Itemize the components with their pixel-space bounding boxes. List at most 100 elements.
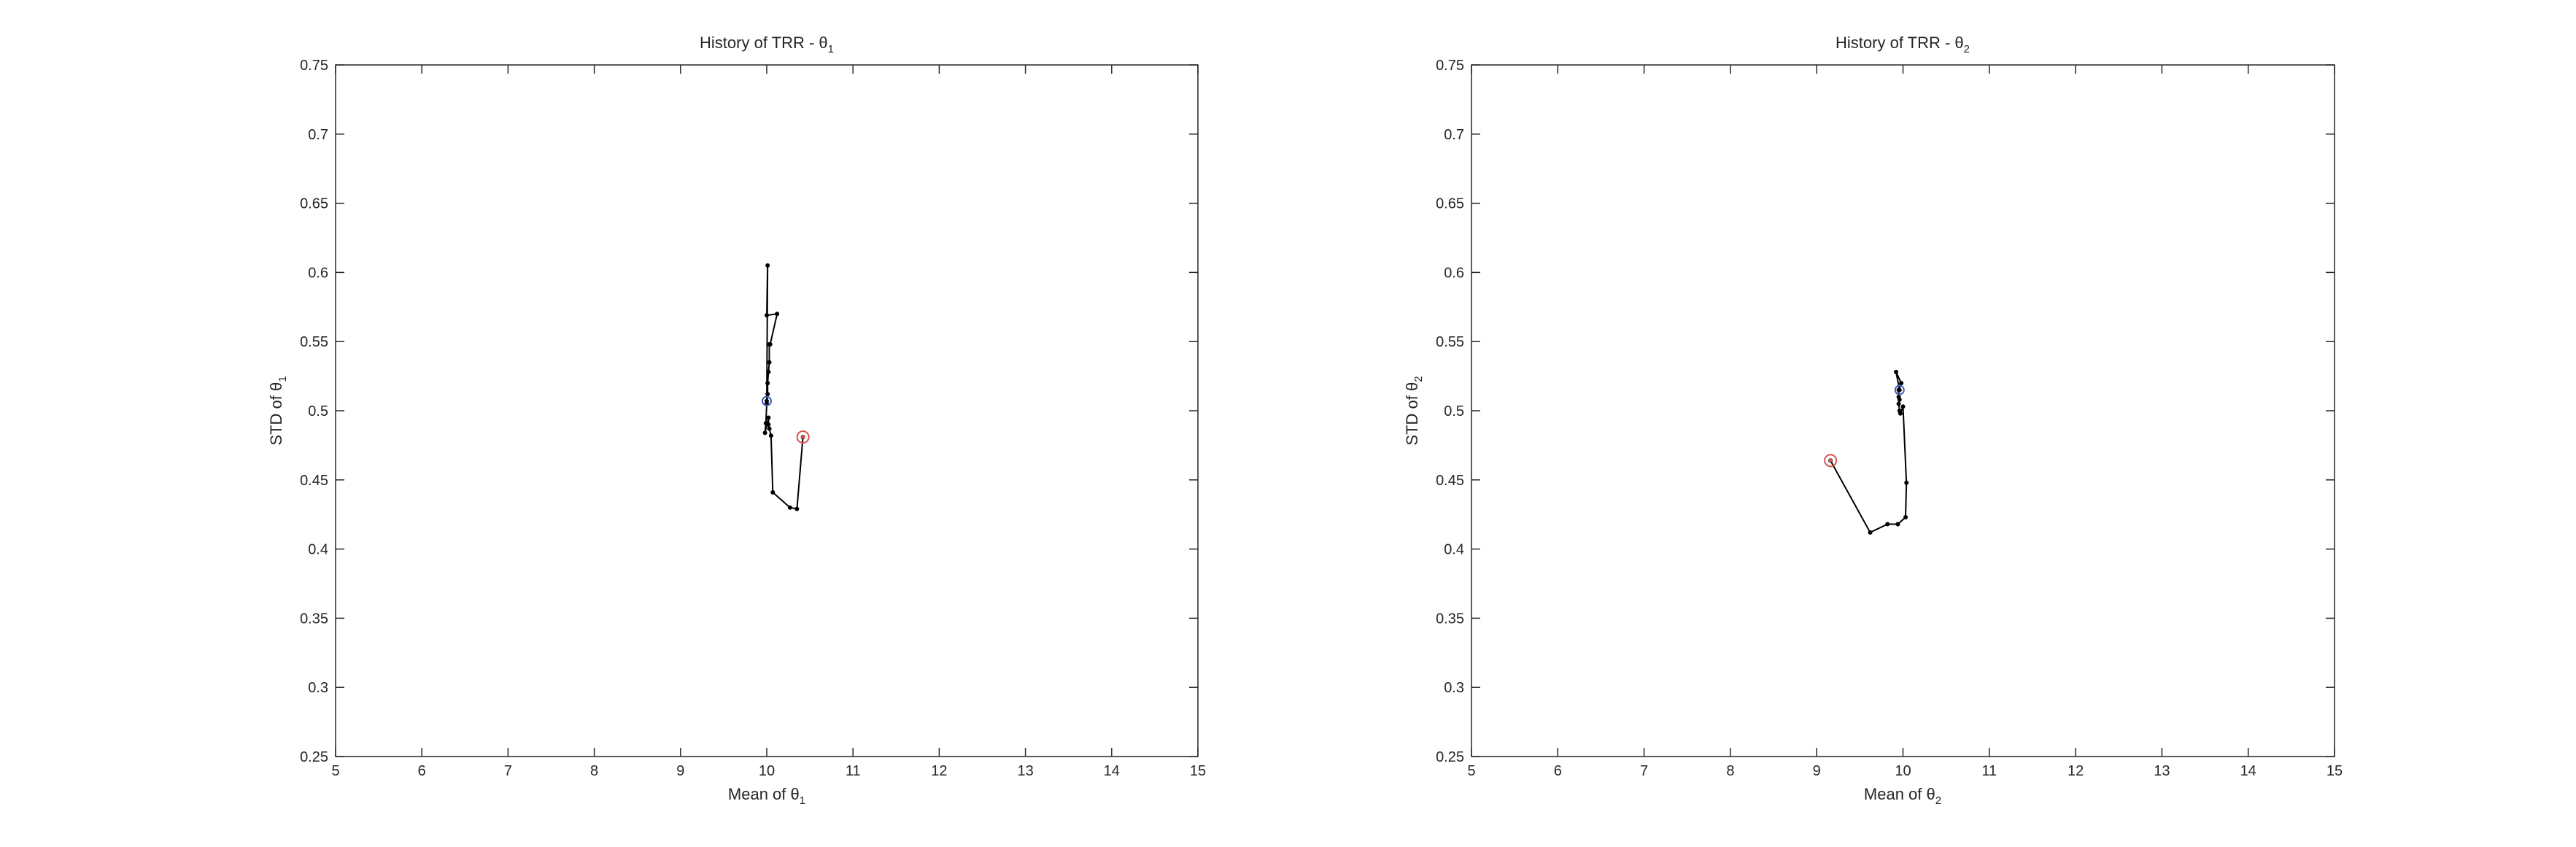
chart-1-x-ticks: 5 6 7 8 9 10 11 12 13 14 15 xyxy=(331,65,1206,779)
chart-1-data-point xyxy=(768,433,773,438)
chart-2-x-ticks: 5 6 7 8 9 10 11 12 13 14 15 xyxy=(1467,65,2343,779)
chart-1-data-point xyxy=(787,505,792,510)
chart-2-trace xyxy=(1824,369,1909,535)
chart-1-data-point xyxy=(767,341,773,347)
chart-1-title: History of TRR - θ1 xyxy=(700,34,834,55)
chart-1-x-axis-label: Mean of θ1 xyxy=(728,785,805,807)
chart-1-data-point xyxy=(765,392,770,397)
chart-2-title: History of TRR - θ2 xyxy=(1836,34,1970,55)
chart-1-title-subscript: 1 xyxy=(828,43,834,55)
chart-2-y-axis-label: STD of θ2 xyxy=(1403,376,1425,445)
chart-1-data-point xyxy=(767,426,772,431)
chart-2-x-tick-label: 6 xyxy=(1554,763,1562,779)
chart-2-y-tick-label: 0.65 xyxy=(1436,196,1464,212)
chart-1-data-point xyxy=(763,421,768,426)
chart-1-y-tick-label: 0.4 xyxy=(308,542,328,558)
chart-2-data-point xyxy=(1903,514,1908,519)
chart-2-y-tick-label: 0.4 xyxy=(1444,542,1464,558)
chart-2-y-tick-label: 0.5 xyxy=(1444,403,1464,419)
chart-1-data-point xyxy=(765,313,769,318)
chart-2-y-tick-label: 0.45 xyxy=(1436,473,1464,489)
chart-1-y-axis-label-subscript: 1 xyxy=(276,376,289,382)
chart-2-y-axis-label-text: STD of θ xyxy=(1403,382,1421,446)
chart-1-y-tick-label: 0.65 xyxy=(300,196,328,212)
chart-1-x-axis-label-text: Mean of θ xyxy=(728,785,800,803)
chart-2-x-tick-label: 5 xyxy=(1467,763,1475,779)
chart-1-data-point xyxy=(770,490,775,495)
chart-2-data-point xyxy=(1897,387,1902,392)
chart-1-x-tick-label: 5 xyxy=(331,763,339,779)
chart-1-y-tick-label: 0.45 xyxy=(300,473,328,489)
chart-1-title-text: History of TRR - θ xyxy=(700,34,828,52)
chart-1-y-tick-label: 0.25 xyxy=(300,749,328,765)
chart-2-data-point xyxy=(1904,480,1909,485)
chart-2-data-point xyxy=(1895,522,1900,527)
chart-1-x-tick-label: 10 xyxy=(759,763,775,779)
chart-2-title-text: History of TRR - θ xyxy=(1836,34,1964,52)
chart-2-y-tick-label: 0.7 xyxy=(1444,127,1464,143)
chart-2-x-axis-label: Mean of θ2 xyxy=(1864,785,1941,807)
chart-1-y-tick-label: 0.35 xyxy=(300,611,328,627)
chart-2-data-point xyxy=(1897,409,1902,413)
chart-1-data-point xyxy=(775,312,780,317)
chart-2-x-tick-label: 10 xyxy=(1895,763,1911,779)
chart-1-y-tick-label: 0.55 xyxy=(300,334,328,350)
chart-2-data-point xyxy=(1896,395,1901,400)
chart-2-data-point xyxy=(1894,369,1899,374)
chart-1-x-tick-label: 8 xyxy=(590,763,598,779)
chart-1: 5 6 7 8 9 10 11 12 13 14 15 0.250.30.350.40.450.50… xyxy=(267,34,1206,807)
chart-1-data-point xyxy=(767,360,772,365)
chart-2-x-axis-label-text: Mean of θ xyxy=(1864,785,1935,803)
chart-2-data-point xyxy=(1896,401,1901,406)
chart-1-data-point xyxy=(765,398,769,403)
chart-1-data-point xyxy=(794,506,800,511)
chart-1-x-tick-label: 11 xyxy=(846,763,861,779)
chart-2-x-tick-label: 13 xyxy=(2154,763,2170,779)
chart-2-x-axis-label-subscript: 2 xyxy=(1935,794,1941,807)
chart-1-y-tick-label: 0.7 xyxy=(308,127,328,143)
chart-1-y-tick-label: 0.3 xyxy=(308,680,328,696)
chart-1-data-point xyxy=(765,381,770,386)
chart-2-x-tick-label: 9 xyxy=(1813,763,1821,779)
chart-2: 5 6 7 8 9 10 11 12 13 14 15 0.250.30.350.40.450.50… xyxy=(1403,34,2343,807)
chart-2-x-tick-label: 11 xyxy=(1981,763,1997,779)
chart-1-x-tick-label: 7 xyxy=(504,763,512,779)
chart-2-data-point xyxy=(1900,404,1906,409)
chart-2-data-point xyxy=(1885,522,1890,527)
chart-2-start-marker-dot xyxy=(1828,458,1833,463)
chart-1-data-point xyxy=(766,369,771,374)
chart-1-start-marker xyxy=(796,430,810,444)
chart-2-end-marker xyxy=(1894,384,1905,395)
chart-1-start-marker-dot xyxy=(801,435,805,439)
chart-1-y-tick-label: 0.75 xyxy=(300,58,328,74)
chart-1-y-tick-label: 0.5 xyxy=(308,403,328,419)
chart-2-y-ticks: 0.25 0.3 0.35 0.4 0.45 0.5 0.55 0.6 0.65 0.7 0.75 xyxy=(1436,58,2335,765)
chart-1-x-tick-label: 15 xyxy=(1190,763,1206,779)
chart-2-y-axis-label-subscript: 2 xyxy=(1412,376,1425,382)
chart-2-start-marker xyxy=(1824,454,1838,468)
chart-1-y-tick-label: 0.6 xyxy=(308,265,328,281)
chart-1-y-axis-label: STD of θ1 xyxy=(267,376,289,445)
chart-1-y-axis-label-text: STD of θ xyxy=(267,382,285,446)
chart-2-title-subscript: 2 xyxy=(1964,43,1970,55)
chart-1-end-marker xyxy=(762,395,772,406)
chart-1-x-tick-label: 13 xyxy=(1017,763,1033,779)
chart-2-x-tick-label: 7 xyxy=(1640,763,1648,779)
chart-2-y-tick-label: 0.3 xyxy=(1444,680,1464,696)
chart-2-y-tick-label: 0.35 xyxy=(1436,611,1464,627)
chart-2-x-tick-label: 12 xyxy=(2068,763,2084,779)
chart-1-data-point xyxy=(766,415,771,420)
chart-1-x-tick-label: 12 xyxy=(931,763,947,779)
chart-2-data-point xyxy=(1868,530,1873,535)
chart-2-y-tick-label: 0.25 xyxy=(1436,749,1464,765)
chart-2-x-tick-label: 8 xyxy=(1726,763,1734,779)
chart-1-y-ticks: 0.25 0.3 0.35 0.4 0.45 0.5 0.55 0.6 0.65 0.7 0.75 xyxy=(300,58,1198,765)
chart-1-x-tick-label: 14 xyxy=(1104,763,1120,779)
chart-2-data-point xyxy=(1899,381,1904,386)
chart-1-x-axis-label-subscript: 1 xyxy=(800,794,805,807)
chart-2-y-tick-label: 0.75 xyxy=(1436,58,1464,74)
chart-1-data-point xyxy=(765,263,770,268)
chart-2-y-tick-label: 0.55 xyxy=(1436,334,1464,350)
chart-2-x-tick-label: 14 xyxy=(2240,763,2256,779)
